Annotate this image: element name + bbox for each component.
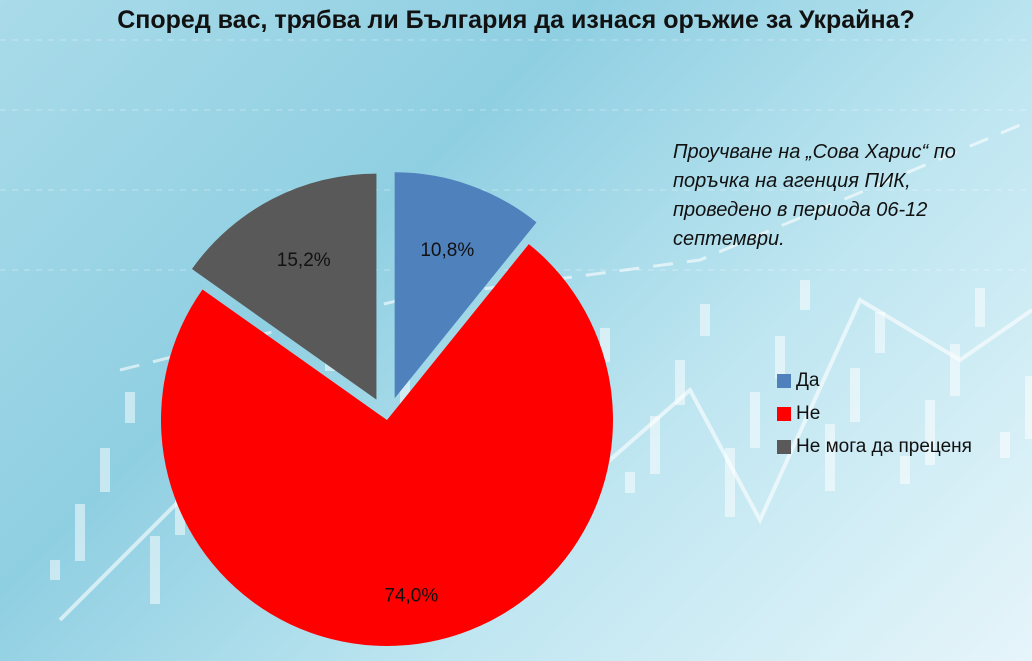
- legend-swatch: [777, 439, 791, 454]
- legend-swatch: [777, 406, 791, 421]
- legend-label: Не мога да преценя: [796, 435, 972, 457]
- legend-swatch: [777, 373, 791, 388]
- chart-title: Според вас, трябва ли България да изнася…: [117, 6, 915, 34]
- legend-item-yes: Да: [777, 364, 972, 397]
- legend-item-cant-say: Не мога да преценя: [777, 430, 972, 463]
- data-label: 74,0%: [384, 586, 438, 607]
- legend-label: Да: [796, 369, 820, 391]
- survey-annotation: Проучване на „Сова Харис“ по поръчка на …: [673, 141, 956, 250]
- slice-yes: [394, 172, 537, 399]
- slice-no: [160, 244, 613, 647]
- data-label: 10,8%: [420, 240, 474, 261]
- slice-cant-say: [191, 173, 377, 400]
- data-label: 15,2%: [277, 250, 331, 271]
- legend: Да Не Не мога да преценя: [777, 364, 972, 463]
- legend-item-no: Не: [777, 397, 972, 430]
- legend-label: Не: [796, 402, 821, 424]
